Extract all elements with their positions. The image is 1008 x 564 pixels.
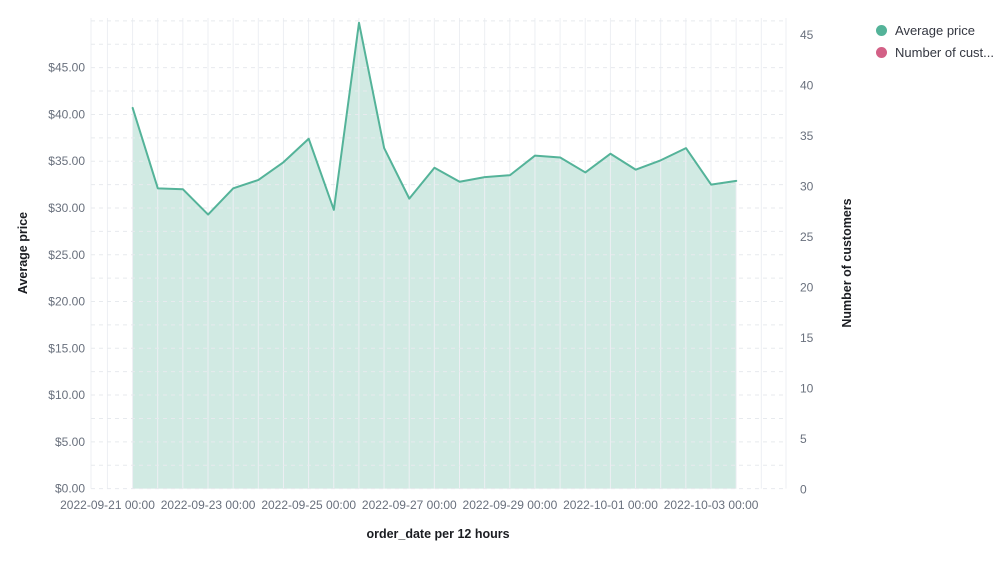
x-axis-tick-label: 2022-10-01 00:00	[563, 498, 658, 512]
x-axis-tick-label: 2022-09-23 00:00	[161, 498, 256, 512]
x-axis-title: order_date per 12 hours	[366, 527, 510, 541]
left-axis-tick-label: $45.00	[48, 61, 85, 75]
x-axis-tick-label: 2022-09-21 00:00	[60, 498, 155, 512]
left-axis-tick-label: $20.00	[48, 295, 85, 309]
right-axis-tick-label: 0	[800, 483, 807, 497]
legend-item-number-of-customers[interactable]: Number of cust...	[876, 45, 994, 60]
left-axis-tick-label: $5.00	[55, 435, 85, 449]
x-axis-tick-label: 2022-09-27 00:00	[362, 498, 457, 512]
right-axis-tick-label: 35	[800, 129, 814, 143]
right-axis-tick-label: 45	[800, 28, 814, 42]
legend-label-number-of-customers: Number of cust...	[895, 45, 994, 60]
left-axis-tick-label: $25.00	[48, 248, 85, 262]
right-axis-tick-label: 15	[800, 331, 814, 345]
right-axis-title: Number of customers	[840, 198, 854, 328]
left-axis-tick-label: $0.00	[55, 482, 85, 496]
x-axis-tick-label: 2022-10-03 00:00	[664, 498, 759, 512]
right-axis-tick-label: 25	[800, 230, 814, 244]
axis-tick-labels: $0.00 $5.00 $10.00 $15.00 $20.00 $25.00 $30.00…	[48, 28, 813, 512]
legend-dot-number-of-customers	[876, 47, 888, 58]
left-axis-tick-label: $10.00	[48, 388, 85, 402]
right-axis-tick-label: 40	[800, 79, 814, 93]
x-axis-tick-label: 2022-09-29 00:00	[463, 498, 558, 512]
right-axis-tick-label: 30	[800, 180, 814, 194]
area-line	[131, 21, 738, 216]
right-axis-tick-label: 5	[800, 432, 807, 446]
left-axis-tick-label: $40.00	[48, 107, 85, 121]
left-axis-tick-label: $15.00	[48, 341, 85, 355]
legend: Average price Number of cust...	[876, 23, 994, 60]
legend-dot-average-price	[876, 25, 888, 36]
right-axis-tick-label: 10	[800, 382, 814, 396]
plot-area[interactable]	[90, 18, 787, 490]
legend-item-average-price[interactable]: Average price	[876, 23, 994, 38]
x-axis-tick-label: 2022-09-25 00:00	[261, 498, 356, 512]
left-axis-tick-label: $30.00	[48, 201, 85, 215]
legend-label-average-price: Average price	[895, 23, 975, 38]
left-axis-title: Average price	[16, 211, 30, 295]
right-axis-tick-label: 20	[800, 281, 814, 295]
left-axis-tick-label: $35.00	[48, 154, 85, 168]
gridlines	[90, 18, 787, 490]
